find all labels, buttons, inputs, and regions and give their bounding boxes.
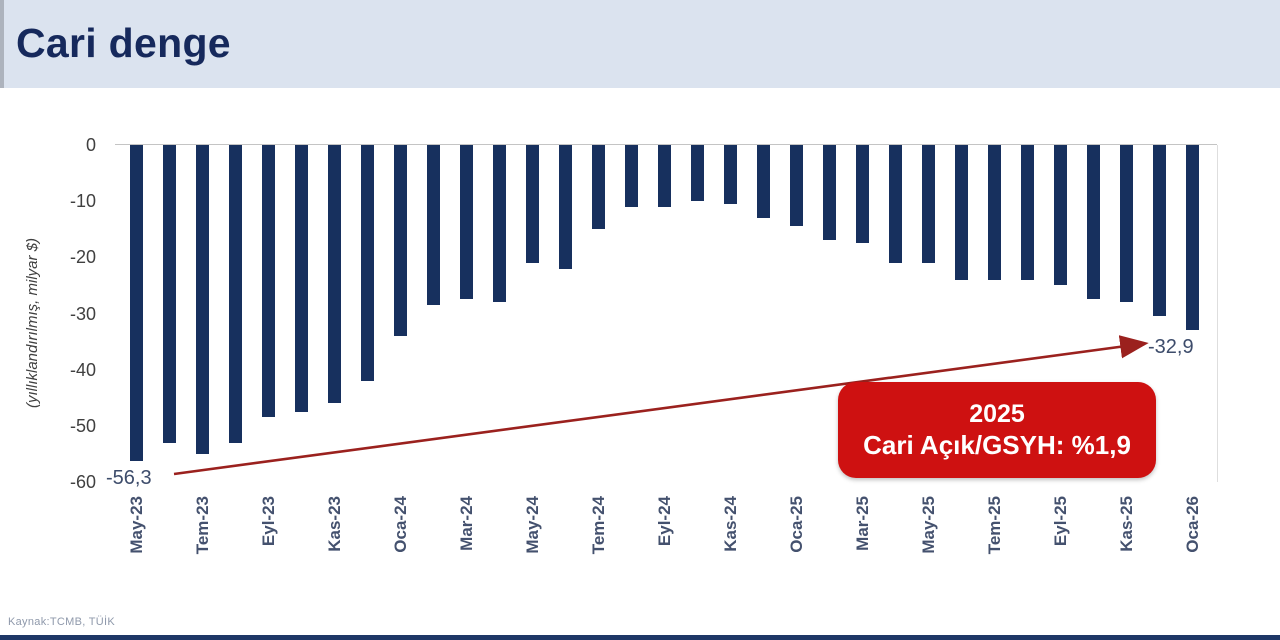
bar-Ara-23	[361, 145, 374, 381]
source-note: Kaynak:TCMB, TÜİK	[8, 616, 115, 628]
bottom-accent-bar	[0, 635, 1280, 640]
first-value-label: -56,3	[106, 467, 152, 489]
bar-Ara-25	[1153, 145, 1166, 317]
bar-Nis-24	[493, 145, 506, 303]
bar-Oca-26	[1186, 145, 1199, 330]
bar-Mar-24	[460, 145, 473, 300]
y-tick--50: -50	[69, 415, 96, 436]
x-axis-zero-line	[115, 144, 1217, 145]
bar-Şub-24	[427, 145, 440, 306]
callout-ratio: Cari Açık/GSYH: %1,9	[863, 430, 1131, 460]
x-tick-Mar-24: Mar-24	[456, 496, 476, 551]
x-tick-Tem-23: Tem-23	[192, 496, 212, 555]
bar-Eki-24	[691, 145, 704, 202]
x-tick-Eyl-25: Eyl-25	[1050, 496, 1070, 547]
bar-Ağu-23	[229, 145, 242, 443]
bar-Eyl-25	[1054, 145, 1067, 286]
bar-Ara-24	[757, 145, 770, 219]
bar-Kas-23	[328, 145, 341, 404]
x-tick-Oca-25: Oca-25	[786, 496, 806, 553]
y-tick--60: -60	[69, 472, 96, 492]
x-tick-Eyl-24: Eyl-24	[654, 496, 674, 547]
bar-Oca-25	[790, 145, 803, 227]
bar-Tem-23	[196, 145, 209, 454]
last-value-label: -32,9	[1148, 336, 1194, 358]
bar-May-24	[526, 145, 539, 263]
bar-Şub-25	[823, 145, 836, 241]
page-title: Cari denge	[16, 20, 231, 66]
x-tick-Tem-24: Tem-24	[588, 496, 608, 555]
y-tick--40: -40	[69, 359, 96, 380]
plot-right-border	[1217, 145, 1218, 482]
bar-Ağu-24	[625, 145, 638, 207]
x-tick-Oca-26: Oca-26	[1182, 496, 1202, 553]
bar-Oca-24	[394, 145, 407, 336]
callout-2025-box: 2025 Cari Açık/GSYH: %1,9	[838, 382, 1156, 478]
x-tick-Mar-25: Mar-25	[852, 496, 872, 551]
bar-May-23	[130, 145, 143, 462]
x-tick-Eyl-23: Eyl-23	[258, 496, 278, 547]
x-tick-Tem-25: Tem-25	[984, 496, 1004, 555]
bar-Nis-25	[889, 145, 902, 263]
bar-Eki-23	[295, 145, 308, 412]
slide-header: Cari denge	[0, 0, 1280, 88]
x-tick-Kas-24: Kas-24	[720, 496, 740, 552]
x-tick-Oca-24: Oca-24	[390, 496, 410, 553]
bar-Tem-25	[988, 145, 1001, 280]
y-tick-0: 0	[85, 135, 96, 155]
bar-Haz-25	[955, 145, 968, 280]
y-tick--20: -20	[69, 247, 96, 268]
x-tick-May-24: May-24	[522, 496, 542, 554]
callout-year: 2025	[969, 400, 1025, 428]
bar-Haz-23	[163, 145, 176, 443]
bar-Mar-25	[856, 145, 869, 244]
y-tick--30: -30	[69, 303, 96, 324]
bar-Haz-24	[559, 145, 572, 269]
x-tick-Kas-23: Kas-23	[324, 496, 344, 552]
bar-Kas-25	[1120, 145, 1133, 303]
x-tick-May-23: May-23	[126, 496, 146, 554]
bar-Ağu-25	[1021, 145, 1034, 280]
bar-Kas-24	[724, 145, 737, 204]
x-tick-Kas-25: Kas-25	[1116, 496, 1136, 552]
y-tick--10: -10	[69, 191, 96, 212]
bar-Eki-25	[1087, 145, 1100, 300]
bar-May-25	[922, 145, 935, 263]
bar-Eyl-24	[658, 145, 671, 207]
bar-Tem-24	[592, 145, 605, 230]
bar-Eyl-23	[262, 145, 275, 418]
x-tick-May-25: May-25	[918, 496, 938, 554]
